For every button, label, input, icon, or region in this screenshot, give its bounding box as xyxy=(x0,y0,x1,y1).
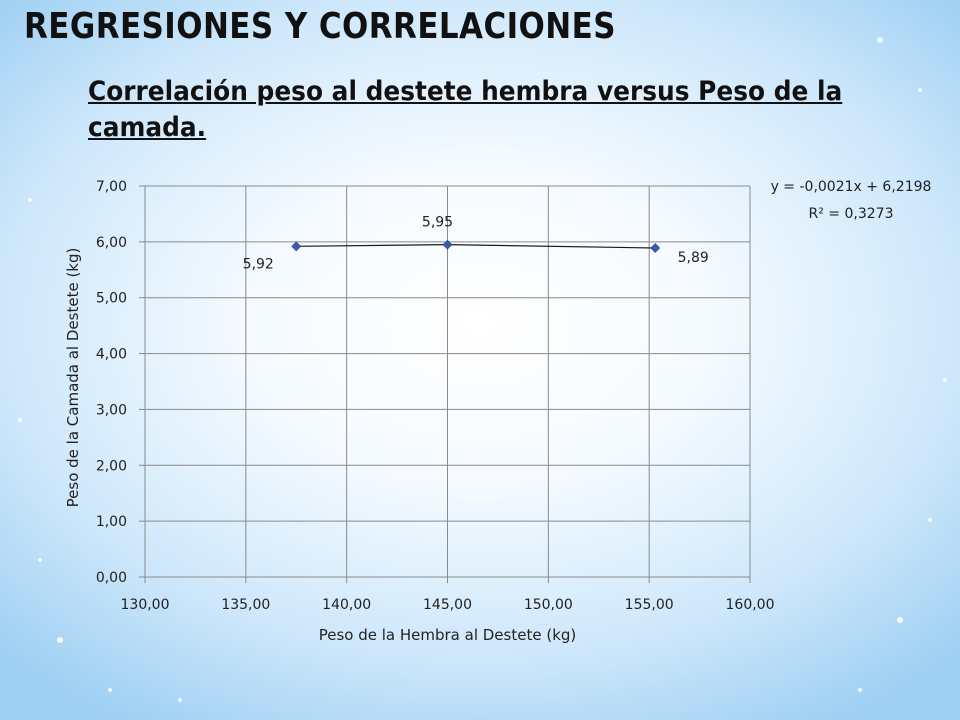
y-tick-label: 2,00 xyxy=(96,458,127,474)
slide-title: REGRESIONES Y CORRELACIONES xyxy=(24,6,616,47)
trendline-equation: y = -0,0021x + 6,2198 xyxy=(771,179,932,195)
ticks: 0,00 1,00 2,00 3,00 4,00 5,00 6,00 7,00 130,00 13… xyxy=(96,179,775,613)
x-tick-label: 150,00 xyxy=(524,597,573,613)
y-tick-label: 6,00 xyxy=(96,235,127,251)
data-point-label: 5,95 xyxy=(422,215,453,231)
data-point-label: 5,89 xyxy=(678,250,709,266)
y-tick-label: 4,00 xyxy=(96,347,127,363)
slide-subtitle: Correlación peso al destete hembra versu… xyxy=(88,76,843,143)
y-tick-label: 7,00 xyxy=(96,179,127,195)
x-tick-label: 155,00 xyxy=(625,597,674,613)
x-tick-label: 130,00 xyxy=(121,597,170,613)
x-tick-label: 135,00 xyxy=(221,597,270,613)
data-point xyxy=(291,241,302,252)
x-tick-label: 145,00 xyxy=(423,597,472,613)
y-axis-label: Peso de la Camada al Destete (kg) xyxy=(64,248,82,508)
data-labels: 5,92 5,95 5,89 xyxy=(243,215,709,273)
trendline-r-squared: R² = 0,3273 xyxy=(809,206,894,222)
x-axis-label: Peso de la Hembra al Destete (kg) xyxy=(319,626,577,644)
y-tick-label: 0,00 xyxy=(96,570,127,586)
x-tick-label: 140,00 xyxy=(322,597,371,613)
y-tick-label: 3,00 xyxy=(96,402,127,418)
series xyxy=(291,239,661,253)
x-tick-label: 160,00 xyxy=(726,597,775,613)
y-tick-label: 1,00 xyxy=(96,514,127,530)
data-point xyxy=(650,243,661,253)
data-point xyxy=(442,239,453,250)
series-line xyxy=(296,244,656,249)
y-tick-label: 5,00 xyxy=(96,291,127,307)
data-point-label: 5,92 xyxy=(243,256,274,272)
